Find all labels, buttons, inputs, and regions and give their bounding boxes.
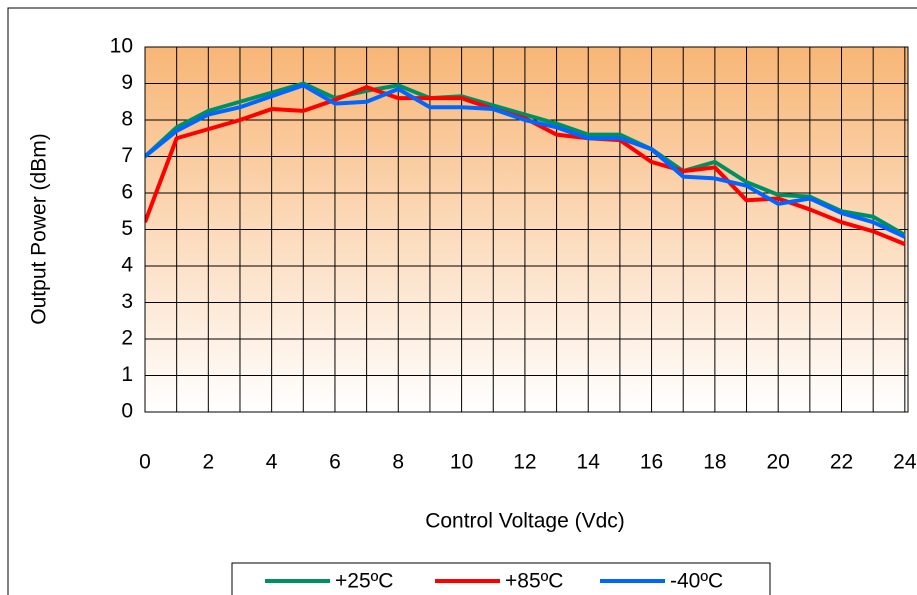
lines [145,81,906,246]
y-tick-label: 0 [121,400,133,423]
x-tick-label: 8 [392,451,404,474]
y-tick-label: 9 [121,71,133,94]
x-tick-label: 20 [767,451,790,474]
y-tick-label: 1 [121,363,133,386]
x-tick-label: 18 [703,451,726,474]
plot-border [144,46,909,413]
y-tick-label: 10 [110,35,133,58]
legend-label: +25ºC [335,570,393,593]
y-tick-label: 6 [121,181,133,204]
y-tick-label: 8 [121,108,133,131]
y-tick-label: 2 [121,327,133,350]
x-tick-label: 12 [513,451,536,474]
series-line [145,83,906,239]
x-tick-label: 2 [202,451,214,474]
y-axis-label: Output Power (dBm) [28,133,51,324]
x-tick-label: 6 [329,451,341,474]
y-tick-label: 7 [121,144,133,167]
x-tick-label: 14 [577,451,601,474]
x-tick-label: 22 [830,451,853,474]
x-tick-label: 4 [266,451,278,474]
x-axis-label: Control Voltage (Vdc) [425,510,625,533]
x-tick-label: 16 [640,451,663,474]
series-line [145,81,906,237]
y-tick-label: 4 [121,254,133,277]
legend-entries: +25ºC +85ºC -40ºC [265,570,723,593]
x-tick-label: 24 [893,451,917,474]
x-tick-label: 10 [450,451,473,474]
x-tick-label: 0 [139,451,151,474]
y-tick-label: 3 [121,290,133,313]
legend-label: -40ºC [670,570,723,593]
y-tick-label: 5 [121,217,133,240]
legend-label: +85ºC [505,570,563,593]
